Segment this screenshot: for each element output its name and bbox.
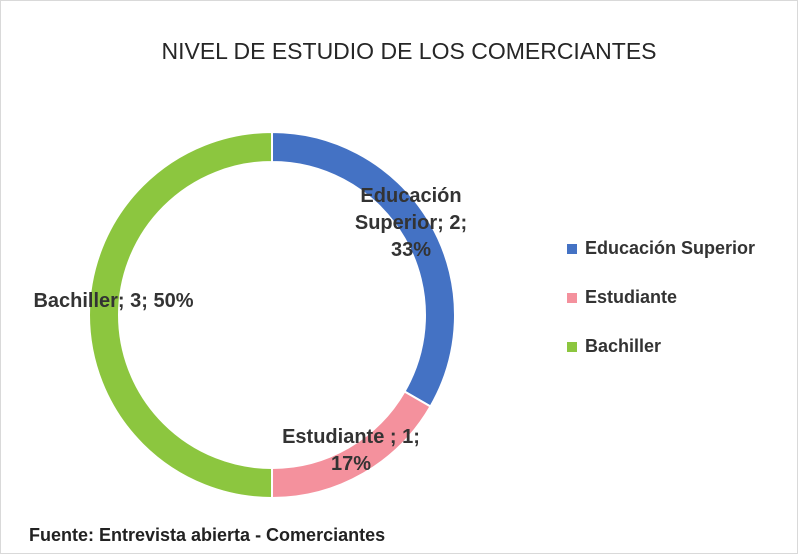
- legend-label: Educación Superior: [585, 238, 755, 258]
- data-label: Educación Superior; 2; 33%: [354, 185, 468, 261]
- legend-swatch: [567, 244, 577, 254]
- chart-title: NIVEL DE ESTUDIO DE LOS COMERCIANTES: [161, 38, 656, 64]
- legend-swatch: [567, 342, 577, 352]
- source-note: Fuente: Entrevista abierta - Comerciante…: [29, 525, 385, 545]
- data-label: Estudiante ; 1; 17%: [282, 426, 420, 475]
- donut-segment: [88, 130, 273, 500]
- donut-segment: [271, 130, 456, 408]
- legend-label: Estudiante: [585, 287, 677, 307]
- data-label: Bachiller; 3; 50%: [33, 290, 194, 312]
- legend-label: Bachiller: [585, 336, 661, 356]
- legend-swatch: [567, 293, 577, 303]
